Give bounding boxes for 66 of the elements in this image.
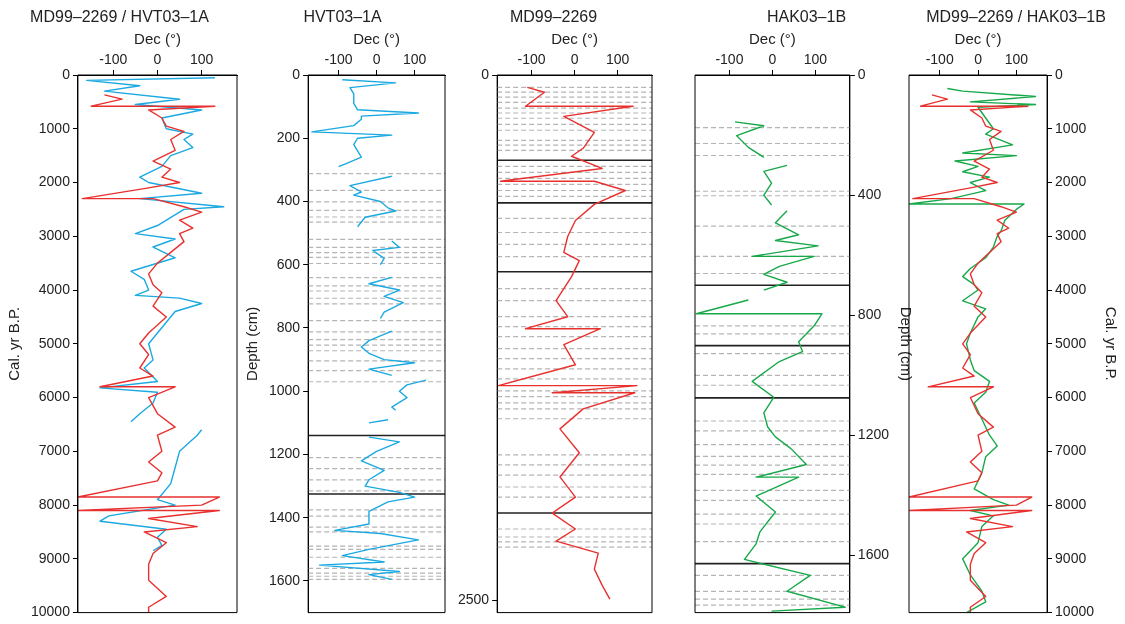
y-tick-label: 8000	[38, 495, 71, 512]
y2-tick-label: 1000	[1055, 119, 1087, 136]
x-axis-title: Dec (°)	[134, 30, 181, 48]
y-tick-label: 6000	[38, 388, 71, 405]
y-tick-label: 800	[276, 318, 301, 335]
y-tick-label: 5000	[38, 334, 71, 351]
x-tick-label: 100	[803, 51, 828, 68]
y-tick-label: 10000	[30, 603, 71, 620]
x-tick-label: 0	[570, 51, 579, 68]
chart-title: HAK03–1B	[766, 8, 847, 26]
y-tick-label: 2000	[38, 173, 71, 190]
y-tick-label: 1600	[268, 571, 301, 588]
y-tick-label: 4000	[38, 280, 71, 297]
y-tick-label: 3000	[38, 227, 71, 244]
x-axis-title: Dec (°)	[749, 30, 796, 48]
y-tick-label: 2500	[457, 590, 490, 607]
y-tick-label: 9000	[38, 549, 71, 566]
y2-tick-label: 2000	[1055, 173, 1087, 190]
y2-tick-label: 800	[857, 306, 882, 323]
x-axis-title: Dec (°)	[353, 30, 400, 48]
chart-title: HVT03–1A	[303, 8, 382, 26]
x-tick-label: -100	[99, 51, 128, 68]
chart-title: MD99–2269	[509, 8, 598, 26]
x-tick-label: 0	[768, 51, 777, 68]
x-tick-label: 100	[402, 51, 427, 68]
y-tick-label: 7000	[38, 442, 71, 459]
x-tick-label: -100	[517, 51, 546, 68]
y2-tick-label: 10000	[1055, 603, 1095, 620]
x-tick-label: 0	[153, 51, 162, 68]
y2-tick-label: 1200	[857, 426, 890, 443]
y2-tick-label: 5000	[1055, 334, 1087, 351]
y-tick-label: 0	[62, 65, 71, 82]
y-tick-label: 1000	[268, 382, 301, 399]
x-axis-title: Dec (°)	[954, 30, 1002, 48]
x-tick-label: 0	[974, 51, 983, 68]
y2-tick-label: 1600	[857, 546, 890, 563]
y-tick-label: 1000	[38, 119, 71, 136]
y-tick-label: 400	[276, 192, 301, 209]
x-tick-label: 100	[189, 51, 214, 68]
y2-tick-label: 3000	[1055, 227, 1087, 244]
y-tick-label: 1400	[268, 508, 301, 525]
y-tick-label: 1200	[268, 445, 301, 462]
y-axis-title: Depth (cm)	[243, 306, 261, 381]
y2-axis-title: Cal. yr B.P.	[1102, 306, 1120, 381]
y2-tick-label: 0	[857, 65, 866, 82]
y2-tick-label: 7000	[1055, 442, 1087, 459]
y-axis-title: Cal. yr B.P.	[5, 306, 23, 381]
x-tick-label: -100	[324, 51, 353, 68]
chart-title: MD99–2269 / HAK03–1B	[926, 8, 1106, 26]
y2-tick-label: 8000	[1055, 495, 1087, 512]
x-tick-label: 100	[605, 51, 630, 68]
y-tick-label: 0	[292, 65, 301, 82]
x-axis-title: Dec (°)	[551, 30, 598, 48]
y2-tick-label: 6000	[1055, 388, 1087, 405]
chart-title: MD99–2269 / HVT03–1A	[30, 8, 210, 26]
x-tick-label: -100	[925, 51, 954, 68]
x-tick-label: -100	[715, 51, 744, 68]
y2-tick-label: 9000	[1055, 549, 1087, 566]
y-tick-label: 200	[276, 129, 301, 146]
y2-tick-label: 4000	[1055, 280, 1087, 297]
y-tick-label: 600	[276, 255, 301, 272]
x-tick-label: 100	[1004, 51, 1029, 68]
y2-axis-title: Depth (cm)	[897, 306, 915, 381]
y2-tick-label: 400	[857, 185, 882, 202]
y2-tick-label: 0	[1055, 65, 1064, 82]
x-tick-label: 0	[372, 51, 381, 68]
